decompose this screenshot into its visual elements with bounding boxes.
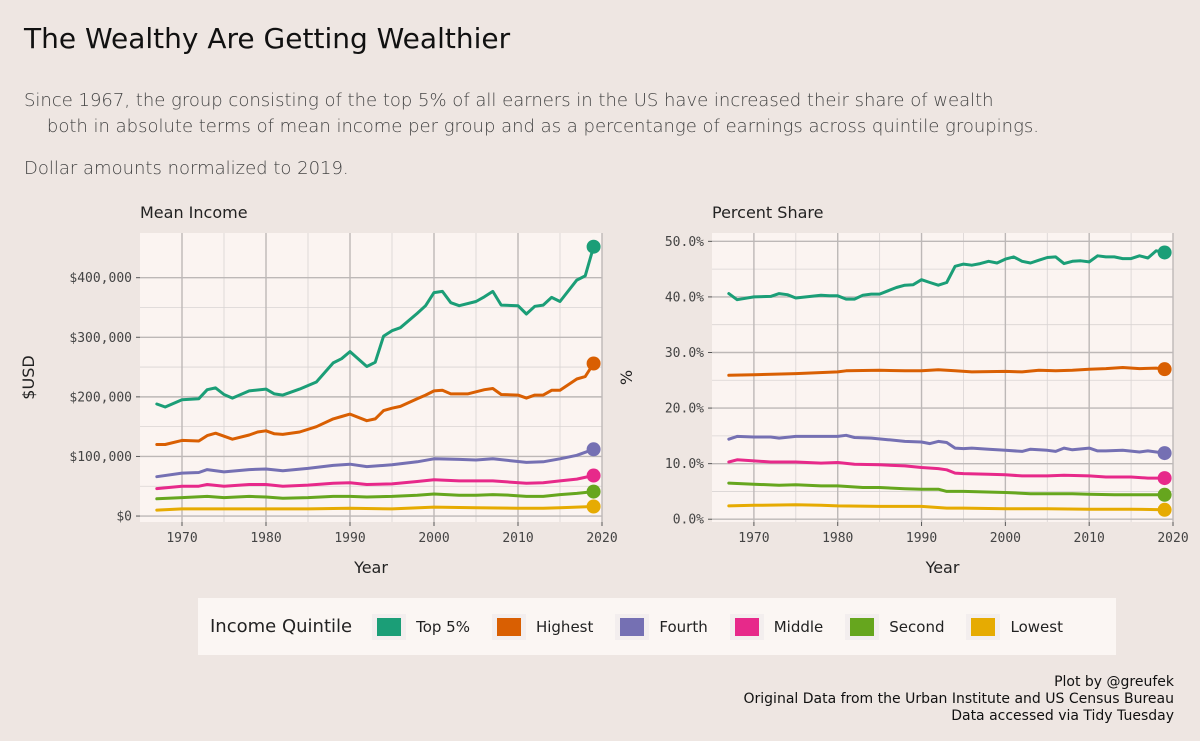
series-line-lowest: [727, 503, 1167, 512]
legend-items: Top 5% Highest Fourth Middle Second Lowest: [372, 613, 1085, 640]
legend-swatch: [971, 617, 996, 636]
panel-mean-income: 1970 1980 1990 2000 2010 2020 $0 $100,000 $200,0…: [19, 203, 618, 577]
legend-item: Second: [845, 613, 945, 640]
series-endpoint: [1157, 471, 1172, 486]
series-line-middle: [155, 474, 596, 491]
legend-swatch: [620, 617, 645, 636]
y-tick-label: 30.0%: [665, 346, 704, 361]
x-axis-title: Year: [925, 558, 960, 577]
legend-item: Fourth: [615, 613, 708, 640]
x-tick-label: 2010: [1074, 531, 1105, 546]
panel-title: Percent Share: [712, 203, 823, 222]
legend-label: Fourth: [659, 617, 708, 636]
x-tick-label: 1980: [250, 531, 281, 546]
chart-note: Dollar amounts normalized to 2019.: [24, 158, 349, 179]
legend-key: [729, 613, 764, 640]
x-tick-label: 2000: [990, 531, 1021, 546]
series-line-second: [727, 481, 1167, 497]
panel-title: Mean Income: [140, 203, 248, 222]
y-tick-label: $400,000: [69, 271, 132, 286]
x-tick-label: 1970: [738, 531, 769, 546]
legend-swatch: [496, 617, 521, 636]
series-endpoint: [586, 442, 601, 457]
series-endpoint: [586, 499, 601, 514]
plot-background: [712, 233, 1173, 522]
series-line-top-5-: [155, 245, 596, 409]
y-tick-label: 10.0%: [665, 457, 704, 472]
legend-key: [615, 613, 650, 640]
y-tick-label: $0: [116, 510, 132, 525]
series-endpoint: [1157, 487, 1172, 502]
x-tick-label: 2000: [418, 531, 449, 546]
plot-background: [140, 233, 602, 522]
series-line-top-5-: [727, 249, 1167, 302]
y-tick-label: $300,000: [69, 331, 132, 346]
legend-item: Lowest: [966, 613, 1063, 640]
series-line-second: [155, 490, 596, 501]
y-tick-label: 0.0%: [673, 513, 704, 528]
caption-line-2: Original Data from the Urban Institute a…: [743, 691, 1175, 707]
x-tick-label: 1980: [822, 531, 853, 546]
series-endpoint: [1157, 362, 1172, 377]
legend-label: Highest: [535, 617, 594, 636]
series-endpoint: [586, 468, 601, 483]
caption-line-1: Plot by @greufek: [1054, 674, 1174, 690]
legend-label: Middle: [773, 617, 824, 636]
legend-item: Highest: [491, 613, 594, 640]
legend-key: [845, 613, 880, 640]
x-tick-label: 2010: [502, 531, 533, 546]
legend: Income Quintile Top 5% Highest Fourth Middl…: [198, 598, 1116, 655]
x-tick-label: 1990: [334, 531, 365, 546]
y-axis-title: $USD: [19, 355, 38, 399]
legend-item: Middle: [729, 613, 824, 640]
legend-swatch: [734, 617, 759, 636]
series-line-fourth: [727, 433, 1167, 455]
legend-key: [491, 613, 526, 640]
series-line-middle: [727, 458, 1167, 480]
series-line-lowest: [155, 505, 596, 512]
legend-key: [966, 613, 1001, 640]
series-line-fourth: [155, 447, 596, 479]
y-tick-label: $100,000: [69, 450, 132, 465]
series-line-highest: [155, 362, 596, 446]
legend-key: [372, 613, 407, 640]
series-endpoint: [1157, 446, 1172, 461]
legend-swatch: [850, 617, 875, 636]
chart-title: The Wealthy Are Getting Wealthier: [24, 22, 511, 55]
series-line-highest: [727, 366, 1167, 377]
series-endpoint: [586, 356, 601, 371]
series-endpoint: [1157, 245, 1172, 260]
y-tick-label: 40.0%: [665, 290, 704, 305]
series-endpoint: [586, 484, 601, 499]
legend-swatch: [377, 617, 402, 636]
x-axis-title: Year: [353, 558, 388, 577]
panel-percent-share: 1970 1980 1990 2000 2010 2020 0.0% 10.0% 20.0% 30…: [617, 203, 1189, 577]
legend-label: Second: [889, 617, 945, 636]
x-tick-label: 2020: [586, 531, 617, 546]
x-tick-label: 1990: [906, 531, 937, 546]
legend-item: Top 5%: [372, 613, 470, 640]
chart-subtitle: Since 1967, the group consisting of the …: [24, 90, 1039, 137]
caption-line-3: Data accessed via Tidy Tuesday: [951, 708, 1174, 724]
y-tick-label: 20.0%: [665, 402, 704, 417]
y-axis-title: %: [617, 370, 636, 385]
legend-label: Top 5%: [416, 617, 470, 636]
legend-label: Lowest: [1010, 617, 1063, 636]
x-tick-label: 2020: [1157, 531, 1188, 546]
series-endpoint: [586, 239, 601, 254]
caption: Plot by @greufek Original Data from the …: [744, 674, 1175, 725]
y-tick-label: 50.0%: [665, 235, 704, 250]
y-tick-label: $200,000: [69, 390, 132, 405]
series-endpoint: [1157, 502, 1172, 517]
x-tick-label: 1970: [166, 531, 197, 546]
legend-title: Income Quintile: [210, 616, 353, 637]
